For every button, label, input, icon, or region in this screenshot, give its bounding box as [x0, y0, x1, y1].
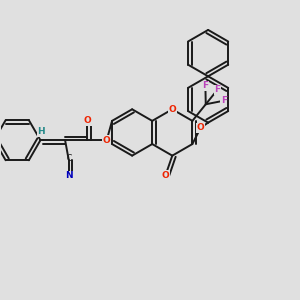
Text: F: F	[202, 81, 208, 90]
Text: O: O	[83, 116, 91, 125]
Text: O: O	[197, 123, 205, 132]
Text: F: F	[214, 85, 220, 94]
Text: O: O	[103, 136, 111, 145]
Text: O: O	[168, 105, 176, 114]
Text: H: H	[38, 128, 45, 136]
Text: O: O	[162, 171, 170, 180]
Text: C: C	[67, 154, 72, 163]
Text: F: F	[221, 96, 227, 105]
Text: N: N	[65, 171, 73, 180]
